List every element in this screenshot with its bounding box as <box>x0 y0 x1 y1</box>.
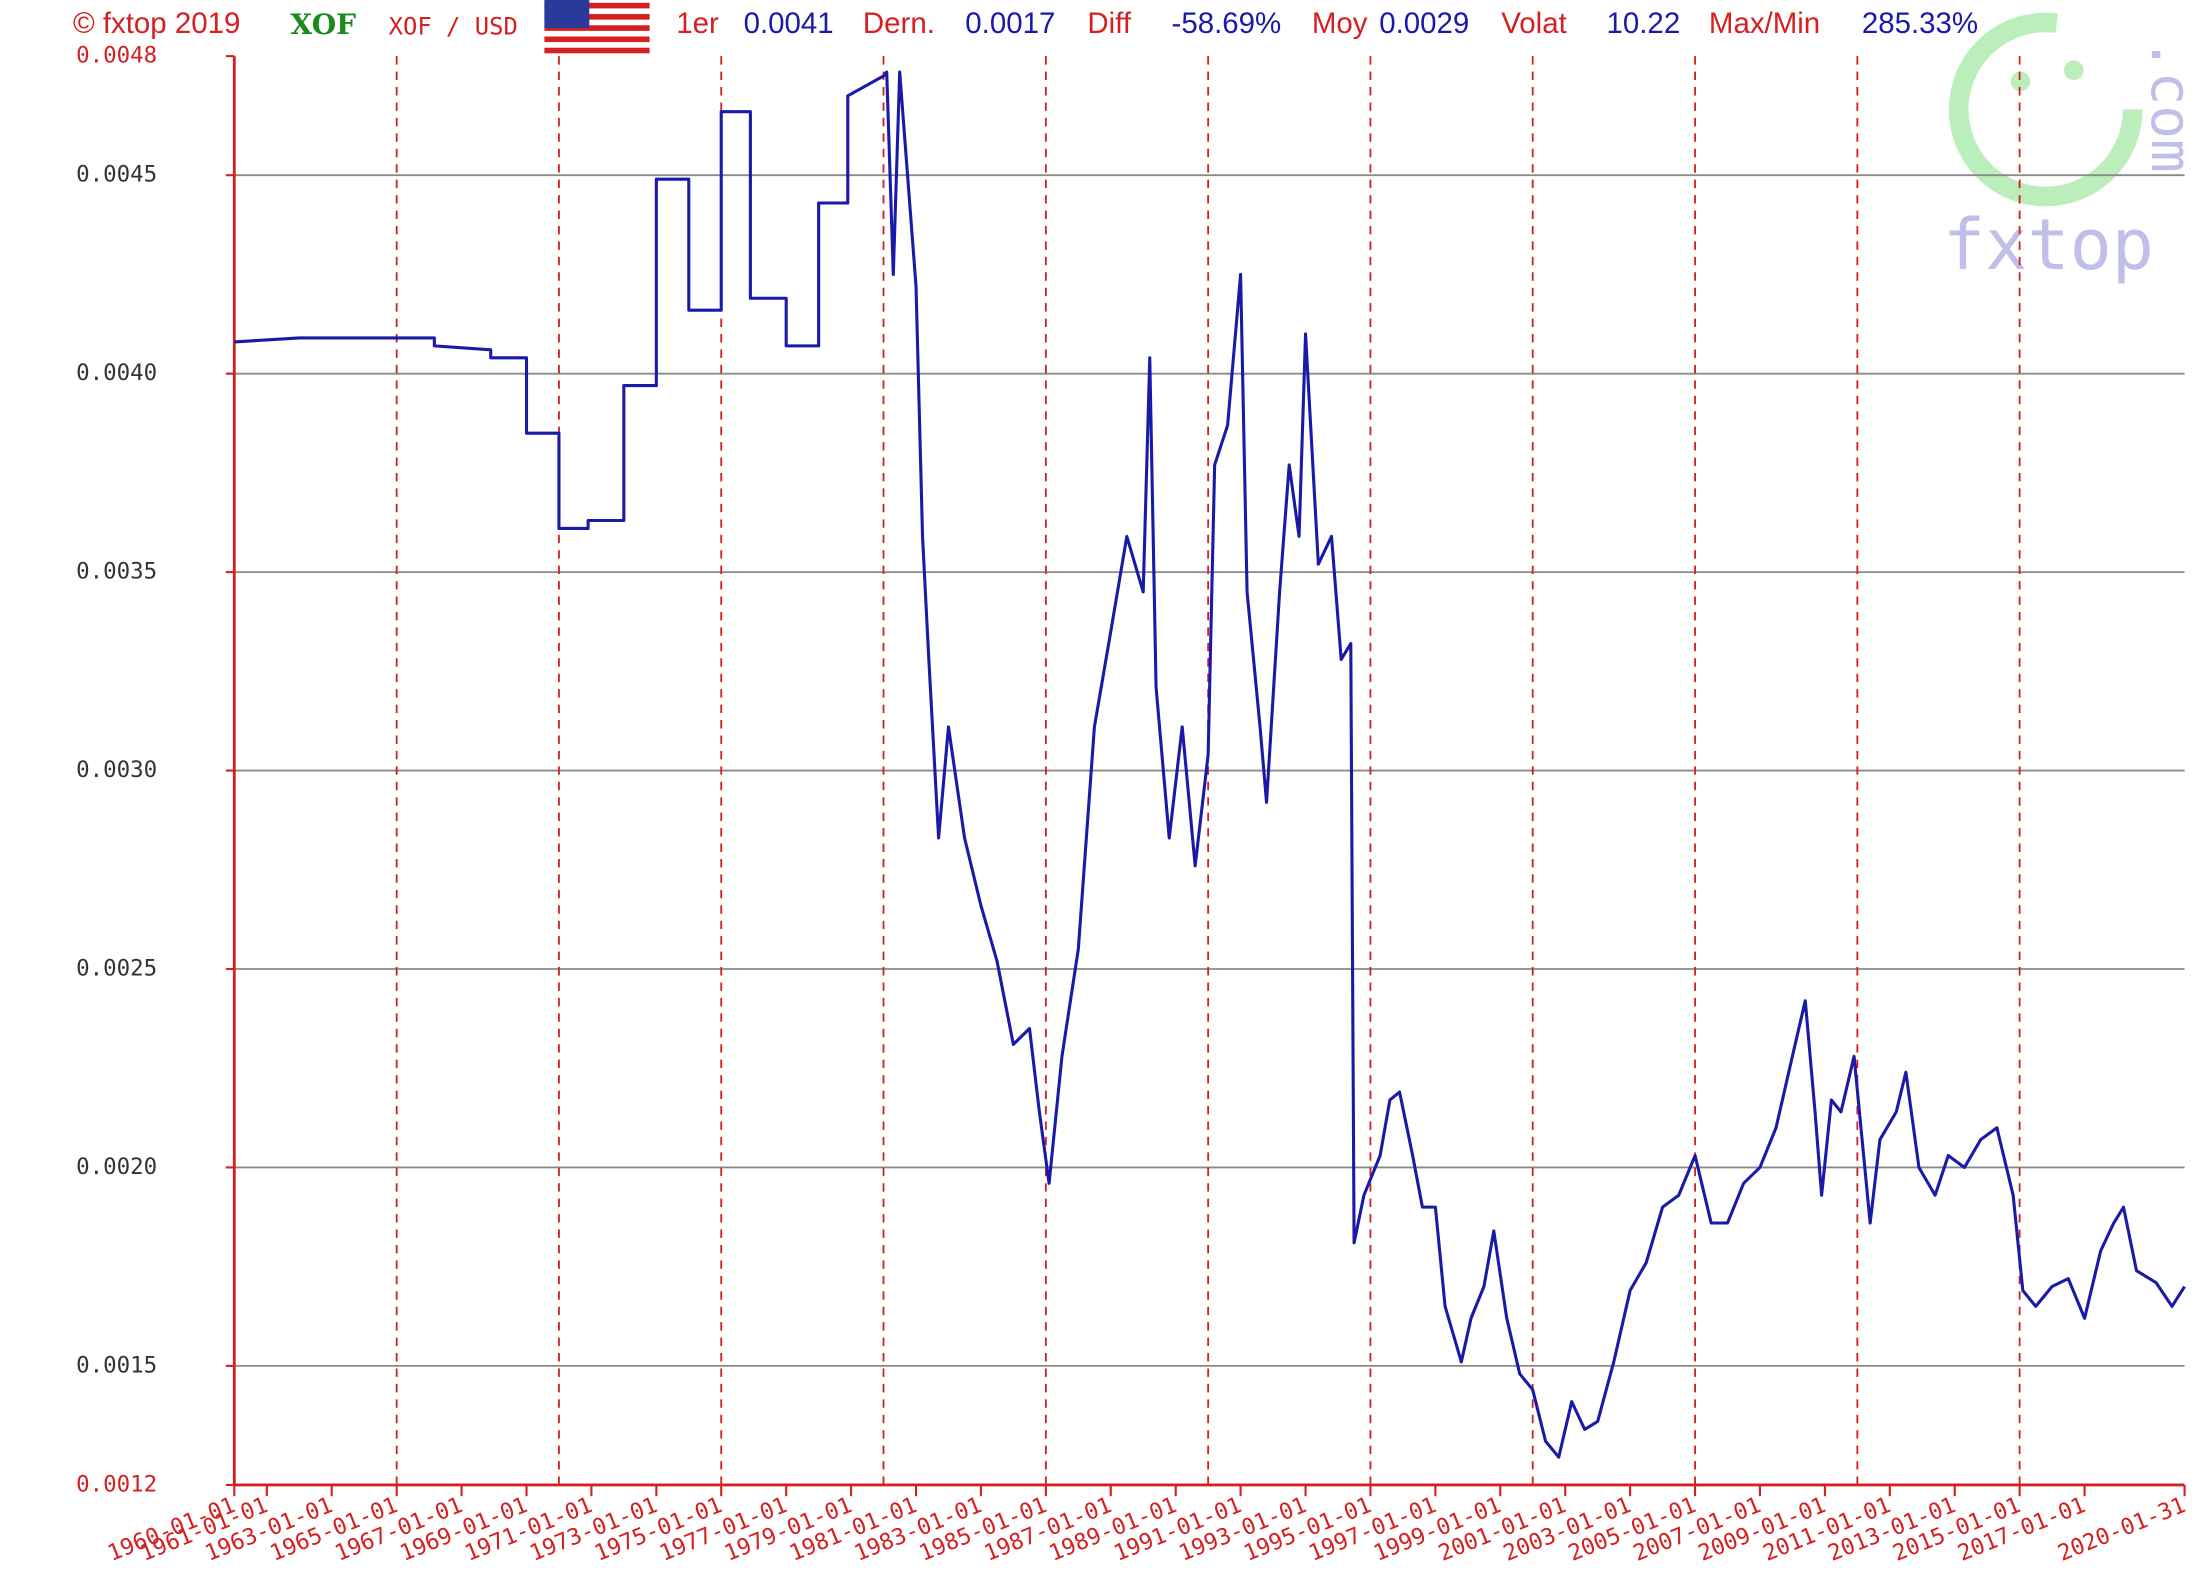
stat-value: 0.0029 <box>1379 7 1469 40</box>
data-line <box>234 70 2186 1459</box>
copyright: © fxtop 2019 <box>73 7 240 40</box>
y-tick-label: 0.0030 <box>76 757 157 783</box>
stat-value: 10.22 <box>1607 7 1681 40</box>
stat-value: -58.69% <box>1172 7 1282 40</box>
stat-label: Diff <box>1087 7 1131 40</box>
stat-label: Max/Min <box>1709 7 1820 40</box>
stat-label: 1er <box>676 7 719 40</box>
stat-value: 0.0041 <box>744 7 834 40</box>
stat-label: Moy <box>1312 7 1368 40</box>
flag-icon <box>544 0 650 54</box>
y-tick-label: 0.0035 <box>76 559 157 585</box>
watermark-domain: .com <box>2138 38 2200 173</box>
stats: 1er 0.0041 Dern. 0.0017 Diff -58.69% Moy 0.0029… <box>676 7 1978 40</box>
currency: XOF <box>290 8 356 41</box>
y-tick-label: 0.0048 <box>76 43 157 69</box>
stat-label: Dern. <box>863 7 935 40</box>
watermark: fxtop <box>1943 204 2154 286</box>
currency-pair: XOF / USD <box>389 13 518 41</box>
y-tick-label: 0.0015 <box>76 1352 157 1378</box>
stat-value: 0.0017 <box>965 7 1055 40</box>
watermark-logo <box>1948 12 2143 207</box>
plot: 0.0012 0.0015 0.0020 0.0025 0.0030 0.0035 0.00… <box>76 43 2189 1567</box>
y-tick-label: 0.0025 <box>76 955 157 981</box>
stat-value: 285.33% <box>1862 7 1978 40</box>
y-tick-label: 0.0020 <box>76 1154 157 1180</box>
stat-label: Volat <box>1501 7 1567 40</box>
y-tick-label: 0.0040 <box>76 360 157 386</box>
y-tick-label: 0.0012 <box>76 1471 157 1497</box>
y-tick-label: 0.0045 <box>76 162 157 188</box>
